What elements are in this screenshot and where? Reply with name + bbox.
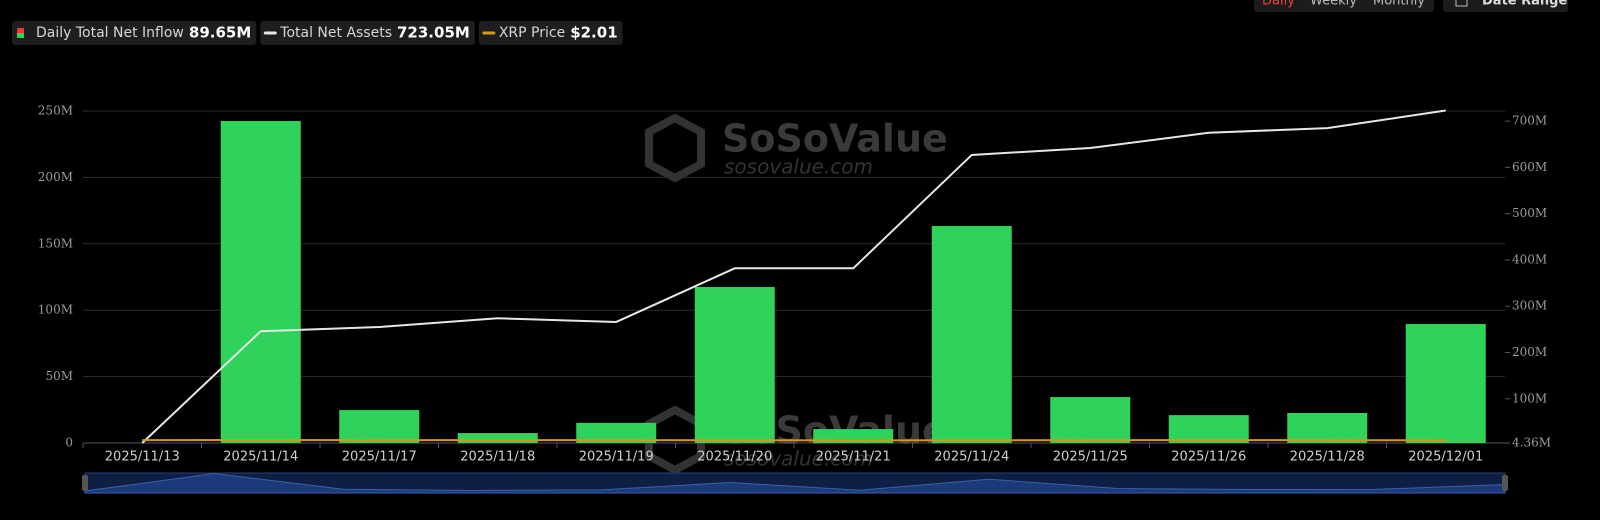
watermark-url: sosovalue.com [724, 447, 873, 471]
x-tick-label: 2025/12/01 [1408, 450, 1483, 465]
navigator-handle[interactable] [82, 475, 88, 491]
legend: Daily Total Net Inflow 89.65M Total Net As… [12, 21, 623, 45]
y2-tick-label: 500M [1512, 206, 1547, 220]
legend-item[interactable]: Total Net Assets 723.05M [260, 21, 475, 45]
y-tick-label: 250M [38, 104, 73, 118]
period-weekly[interactable]: Weekly [1310, 0, 1357, 9]
y-tick-label: 100M [38, 303, 73, 317]
bar [1405, 323, 1486, 443]
x-tick-label: 2025/11/21 [816, 450, 891, 465]
y2-tick-label: 700M [1512, 114, 1547, 128]
watermark-url: sosovalue.com [724, 155, 873, 179]
x-tick-label: 2025/11/25 [1053, 450, 1128, 465]
bar [1050, 397, 1131, 443]
bar [931, 226, 1012, 443]
legend-item[interactable]: XRP Price $2.01 [478, 21, 623, 45]
calendar-icon [1455, 0, 1468, 7]
x-tick-label: 2025/11/20 [697, 450, 772, 465]
y2-tick-label: 4.36M [1512, 436, 1551, 450]
y2-tick-label: 300M [1512, 299, 1547, 313]
watermark: SoSoValue sosovalue.com SoSoValue sosova… [645, 113, 948, 475]
bar [220, 120, 301, 444]
y-tick-label: 0 [65, 436, 73, 450]
y2-tick-label: 200M [1512, 345, 1547, 359]
x-tick-label: 2025/11/13 [105, 450, 180, 465]
bar [1287, 412, 1368, 443]
x-tick-label: 2025/11/18 [460, 450, 535, 465]
legend-box [12, 21, 257, 45]
period-daily[interactable]: Daily [1262, 0, 1295, 9]
bar [576, 422, 657, 443]
bar [339, 410, 420, 443]
legend-swatch [17, 33, 24, 38]
bar [694, 286, 775, 443]
legend-value: $2.01 [570, 24, 617, 42]
navigator-handle[interactable] [1502, 475, 1508, 491]
y2-tick-label: 100M [1512, 391, 1547, 405]
x-tick-label: 2025/11/14 [223, 450, 298, 465]
legend-name: XRP Price [499, 25, 565, 41]
plot: 0 50M 100M 150M 200M 250M 4.36M 100M 200M 300M 400… [38, 104, 1551, 494]
period-monthly[interactable]: Monthly [1373, 0, 1425, 9]
x-tick-label: 2025/11/26 [1171, 450, 1246, 465]
legend-item[interactable]: Daily Total Net Inflow 89.65M [12, 21, 257, 45]
date-range-box[interactable] [1443, 0, 1568, 12]
y2-tick-label: 400M [1512, 252, 1547, 266]
x-tick-label: 2025/11/24 [934, 450, 1009, 465]
y-tick-label: 200M [38, 170, 73, 184]
y2-tick-label: 600M [1512, 160, 1547, 174]
line [141, 109, 1446, 444]
x-tick-label: 2025/11/17 [342, 450, 417, 465]
watermark-logo [645, 113, 705, 183]
x-tick-label: 2025/11/19 [579, 450, 654, 465]
x-tick-label: 2025/11/28 [1290, 450, 1365, 465]
y-tick-label: 150M [38, 236, 73, 250]
period-box [1254, 0, 1434, 12]
legend-value: 723.05M [397, 24, 470, 42]
bar [1168, 415, 1249, 443]
legend-name: Daily Total Net Inflow [36, 25, 184, 41]
legend-box [478, 21, 623, 45]
legend-name: Total Net Assets [279, 25, 392, 41]
period-controls: Daily Weekly Monthly Date Range [1254, 0, 1568, 12]
date-range[interactable]: Date Range [1482, 0, 1567, 9]
bar [457, 433, 538, 443]
legend-value: 89.65M [189, 24, 251, 42]
y-tick-label: 50M [45, 369, 73, 383]
watermark-brand: SoSoValue [722, 117, 948, 161]
legend-box [260, 21, 475, 45]
legend-swatch [17, 28, 24, 33]
